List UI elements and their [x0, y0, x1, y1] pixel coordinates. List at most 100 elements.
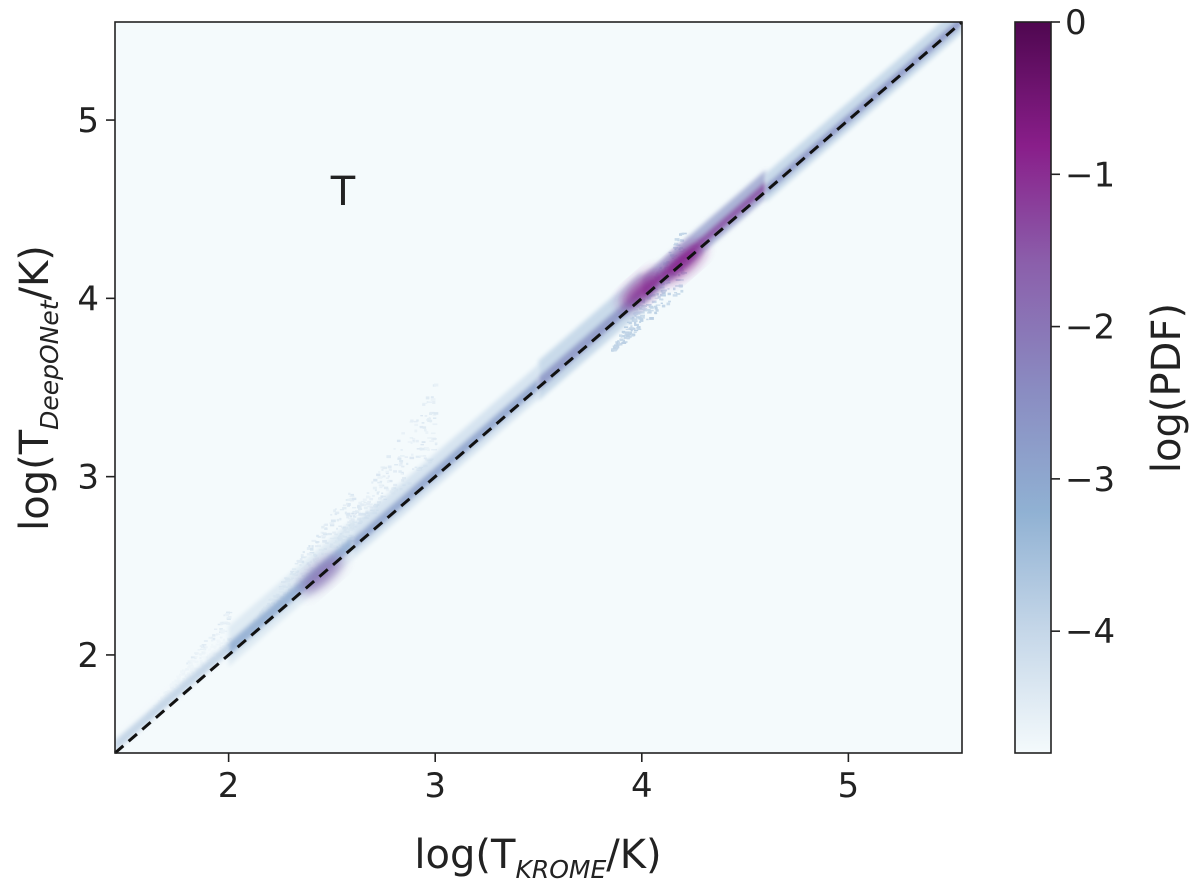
density-cell — [648, 310, 652, 314]
density-cell — [372, 486, 377, 490]
density-cell — [432, 413, 437, 416]
density-cell — [421, 422, 425, 424]
density-cell — [422, 402, 428, 404]
density-cell — [427, 418, 431, 420]
density-cell — [347, 498, 352, 501]
density-cell — [430, 432, 436, 435]
density-cell — [624, 334, 628, 337]
density-cell — [317, 535, 321, 538]
density-cell — [662, 289, 667, 292]
plot-frame — [114, 21, 963, 754]
density-cell — [352, 516, 357, 518]
density-cell — [398, 463, 403, 467]
density-cell — [387, 465, 392, 469]
density-cell — [416, 419, 419, 422]
density-cell — [656, 293, 659, 295]
density-cell — [342, 504, 347, 507]
density-cell — [372, 495, 375, 497]
density-cell — [431, 449, 436, 451]
density-cell — [624, 326, 629, 329]
x-tick-label: 5 — [838, 766, 860, 806]
density-cell — [377, 476, 383, 479]
density-cell — [631, 333, 636, 337]
density-cell — [378, 484, 384, 486]
density-cell — [355, 515, 358, 517]
density-cell — [643, 308, 648, 310]
density-cell — [401, 432, 405, 435]
density-cell — [428, 416, 431, 419]
density-cell — [315, 541, 319, 544]
density-cell — [391, 488, 395, 491]
density-cell — [379, 486, 383, 489]
density-cell — [309, 551, 315, 554]
density-cell — [348, 492, 351, 495]
density-cell — [190, 656, 195, 659]
density-band — [538, 271, 642, 401]
density-cell — [186, 662, 189, 665]
density-cell — [400, 455, 405, 457]
density-cell — [378, 470, 381, 474]
density-cell — [424, 415, 428, 417]
density-cell — [433, 412, 439, 415]
density-cell — [200, 646, 206, 648]
density-cell — [393, 483, 398, 487]
density-cell — [646, 308, 651, 311]
density-cell — [347, 503, 351, 506]
density-cell — [668, 251, 672, 254]
density-cell — [385, 477, 389, 479]
density-cell — [623, 336, 627, 339]
density-cell — [334, 508, 337, 510]
density-cell — [350, 493, 354, 496]
density-cell — [208, 636, 212, 639]
density-cell — [416, 448, 421, 450]
density-cell — [382, 495, 386, 497]
density-cell — [422, 403, 426, 406]
density-cell — [639, 321, 642, 323]
density-cell — [334, 513, 338, 516]
density-cell — [638, 318, 644, 320]
density-cell — [391, 487, 394, 490]
density-cell — [221, 622, 226, 624]
density-cell — [227, 611, 233, 614]
density-cell — [369, 503, 373, 506]
density-cell — [432, 401, 436, 404]
density-cell — [398, 470, 402, 473]
density-cell — [407, 441, 412, 443]
density-cell — [364, 499, 367, 501]
density-cell — [400, 462, 403, 464]
density-cell — [419, 447, 425, 451]
density-cell — [362, 512, 366, 516]
density-cell — [335, 511, 340, 515]
density-cell — [363, 506, 368, 510]
density-cell — [349, 515, 353, 518]
density-cell — [412, 438, 416, 440]
density-cell — [680, 232, 685, 235]
density-cell — [344, 511, 347, 515]
density-cell — [621, 335, 626, 338]
y-axis-label: log(TDeepONet/K) — [12, 245, 64, 531]
density-cell — [369, 497, 374, 501]
density-cell — [215, 633, 219, 636]
density-cell — [633, 318, 638, 321]
density-cell — [412, 440, 415, 443]
density-cell — [348, 518, 353, 520]
density-cell — [329, 523, 335, 527]
x-axis-ticks: 2 3 4 5 — [218, 753, 859, 806]
density-cell — [661, 291, 666, 295]
density-cell — [197, 649, 201, 651]
density-cell — [655, 309, 659, 312]
colorbar-label: log(PDF) — [1144, 303, 1190, 473]
density-cell — [354, 512, 358, 515]
density-cell — [628, 321, 632, 325]
density-cell — [322, 532, 327, 535]
density-cell — [630, 329, 633, 332]
density-cell — [386, 480, 390, 483]
density-cell — [619, 339, 624, 342]
density-cell — [291, 568, 297, 570]
density-cell — [345, 514, 350, 516]
density-cell — [429, 412, 433, 415]
density-cell — [388, 468, 392, 471]
density-cell — [308, 545, 311, 548]
density-cell — [662, 289, 667, 291]
